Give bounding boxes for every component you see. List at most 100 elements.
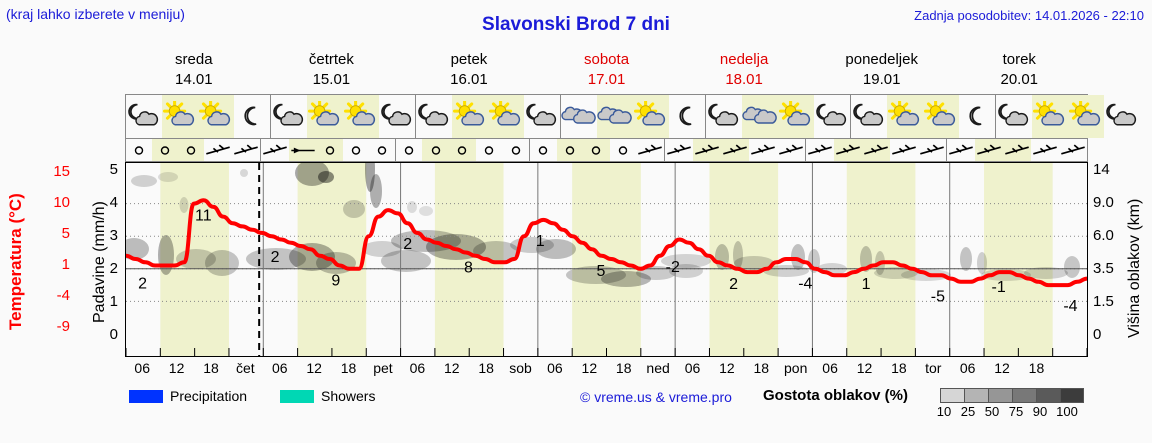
wind-day-3 — [530, 139, 665, 161]
wind-barb-calm — [369, 139, 395, 161]
icon-day-6 — [996, 95, 1140, 138]
xaxis-tick-label: 06 — [409, 360, 426, 376]
wind-day-5 — [806, 139, 947, 161]
day-header-0: sreda 14.01 — [125, 50, 263, 92]
day-name: sobota — [584, 51, 630, 68]
moon-cloud-icon — [1104, 95, 1140, 138]
xaxis-tick-label: 18 — [615, 360, 632, 376]
day-header-6: torek 20.01 — [950, 50, 1088, 92]
icon-day-2 — [416, 95, 561, 138]
temperature-label: 2 — [403, 236, 412, 253]
precipitation-tick-2: 3 — [109, 227, 118, 244]
precipitation-tick-1: 4 — [109, 194, 118, 211]
xaxis-day-1: 06 12 18 pet — [263, 360, 401, 380]
sun-cloud-icon — [307, 95, 343, 138]
xaxis-tick-label: pet — [373, 360, 393, 376]
wind-barb-barb — [947, 139, 975, 161]
sun-cloud-icon — [923, 95, 959, 138]
moon-cloud-icon — [271, 95, 307, 138]
temperature-tick-2: 5 — [61, 225, 70, 242]
wind-barb-calm — [422, 139, 449, 161]
temperature-label: -1 — [992, 279, 1006, 296]
icon-day-1 — [271, 95, 416, 138]
day-header-5: ponedeljek 19.01 — [813, 50, 951, 92]
xaxis-day-3: 06 12 18 ned — [538, 360, 676, 380]
temperature-label: 2 — [271, 249, 280, 266]
sun-cloud-icon — [778, 95, 814, 138]
temperature-label: -5 — [931, 288, 945, 305]
moon-cloud-icon — [706, 95, 742, 138]
cloud-density-scale-labels: 10 25 50 75 90 100 — [932, 404, 1082, 419]
wind-barb-calm — [151, 139, 178, 161]
cloud-scale-cell-3 — [1012, 388, 1036, 403]
moon-cloud-icon — [851, 95, 887, 138]
day-date: 15.01 — [312, 71, 351, 88]
day-date: 16.01 — [450, 71, 488, 88]
moon-cloud-icon — [814, 95, 850, 138]
sun-cloud-icon — [1068, 95, 1104, 138]
wind-barb-barb — [890, 139, 918, 161]
xaxis-tick-label: 12 — [719, 360, 735, 376]
xaxis-tick-label: 18 — [1028, 360, 1045, 376]
wind-day-6 — [947, 139, 1087, 161]
day-name: nedelja — [719, 51, 769, 68]
xaxis-tick-label: 12 — [581, 360, 598, 376]
wind-barb-calm — [449, 139, 476, 161]
wind-barb-calm — [583, 139, 610, 161]
wind-barb-barb — [918, 139, 946, 161]
cloud-scale-label-1: 25 — [960, 404, 976, 419]
sun-cloud-icon — [633, 95, 669, 138]
x-axis-labels: 06 12 18 čet 06 12 18 pet 06 12 18 sob 06 12 18 ned 06 12… — [125, 360, 1088, 380]
xaxis-tick-label: ned — [646, 360, 670, 376]
xaxis-tick-label: 06 — [271, 360, 288, 376]
day-date: 17.01 — [587, 71, 626, 88]
xaxis-day-2: 06 12 18 sob — [400, 360, 538, 380]
xaxis-tick-label: 06 — [822, 360, 838, 376]
cloud-scale-label-4: 90 — [1032, 404, 1048, 419]
cloud-tick-3: 3.5 — [1093, 260, 1114, 277]
wind-day-0 — [126, 139, 261, 161]
wind-barb-arrow — [288, 139, 317, 161]
sun-cloud-icon — [488, 95, 524, 138]
wind-barb-barb — [806, 139, 834, 161]
xaxis-tick-label: 18 — [203, 360, 219, 376]
temperature-label: 5 — [597, 263, 606, 280]
temperature-label: 2 — [729, 276, 738, 293]
weather-icon-band — [125, 94, 1137, 138]
forecast-plot: 2 11 2 9 2 8 1 5 -2 2 -4 1 -5 -1 -4 — [125, 162, 1088, 357]
wind-barb-barb — [636, 139, 664, 161]
temperature-axis-title: Temperatura (°C) — [6, 193, 25, 331]
wind-barb-band — [125, 138, 1088, 162]
day-name: četrtek — [308, 51, 354, 68]
temperature-label: 9 — [331, 273, 340, 290]
wind-barb-barb — [975, 139, 1003, 161]
day-name: sreda — [175, 51, 213, 68]
plot-svg: 2 11 2 9 2 8 1 5 -2 2 -4 1 -5 -1 -4 — [126, 163, 1087, 356]
day-header-4: nedelja 18.01 — [675, 50, 813, 92]
page-title: Slavonski Brod 7 dni — [482, 14, 670, 35]
temperature-tick-1: 10 — [53, 194, 70, 211]
precipitation-tick-5: 0 — [109, 326, 118, 343]
cloud-density-scale — [940, 388, 1084, 403]
xaxis-tick-label: čet — [236, 360, 255, 376]
day-date: 19.01 — [862, 71, 901, 88]
cloud-scale-cell-5 — [1060, 388, 1084, 403]
sun-cloud-icon — [1032, 95, 1068, 138]
wind-barb-calm — [343, 139, 369, 161]
xaxis-tick-label: 18 — [891, 360, 907, 376]
cloud-icon — [561, 95, 597, 138]
day-header-3: sobota 17.01 — [538, 50, 676, 92]
copyright-link[interactable]: © vreme.us & vreme.pro — [580, 389, 732, 405]
sun-cloud-icon — [887, 95, 923, 138]
day-header-row: sreda 14.01 četrtek 15.01 petek 16.01 sobota 17… — [125, 50, 1088, 92]
xaxis-tick-label: 12 — [168, 360, 185, 376]
moon-cloud-icon — [416, 95, 452, 138]
wind-barb-calm — [530, 139, 556, 161]
wind-barb-calm — [556, 139, 584, 161]
temperature-tick-5: -9 — [56, 318, 70, 335]
wind-barb-calm — [126, 139, 152, 161]
showers-label: Showers — [321, 388, 376, 404]
moon-icon — [959, 95, 995, 138]
xaxis-day-4: 06 12 18 pon — [675, 360, 813, 380]
temperature-label: -2 — [666, 259, 680, 276]
